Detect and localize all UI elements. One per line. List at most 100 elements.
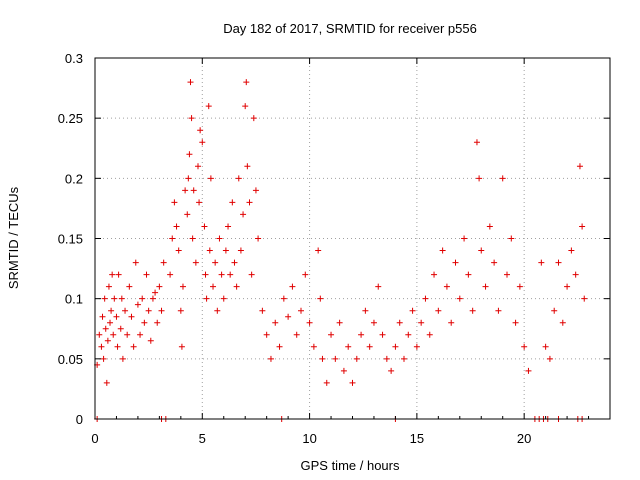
y-tick-label: 0.15 <box>58 232 83 247</box>
data-point <box>154 319 161 326</box>
data-point <box>538 259 545 266</box>
data-point <box>317 295 324 302</box>
data-point <box>113 313 120 320</box>
data-point <box>117 325 124 332</box>
data-point <box>202 271 209 278</box>
data-point <box>418 319 425 326</box>
data-point <box>119 355 126 362</box>
data-point <box>126 283 133 290</box>
data-point <box>108 307 115 314</box>
x-tick-label: 0 <box>91 431 98 446</box>
data-point <box>248 271 255 278</box>
data-point <box>332 355 339 362</box>
data-point <box>179 283 186 290</box>
data-point <box>409 307 416 314</box>
data-point <box>491 259 498 266</box>
x-axis-label: GPS time / hours <box>301 458 400 473</box>
data-point <box>169 235 176 242</box>
data-point <box>388 367 395 374</box>
data-point <box>188 115 195 122</box>
data-point <box>315 247 322 254</box>
data-point <box>184 211 191 218</box>
data-point <box>345 343 352 350</box>
data-point <box>323 379 330 386</box>
data-point <box>486 223 493 230</box>
data-point <box>435 307 442 314</box>
data-point <box>319 355 326 362</box>
y-tick-label: 0 <box>76 412 83 427</box>
data-point <box>199 139 206 146</box>
x-tick-label: 5 <box>199 431 206 446</box>
data-point <box>160 259 167 266</box>
data-point <box>482 283 489 290</box>
data-point <box>137 331 144 338</box>
data-point <box>461 235 468 242</box>
data-point <box>222 247 229 254</box>
data-point <box>293 331 300 338</box>
data-point <box>104 337 111 344</box>
data-point <box>581 295 588 302</box>
data-point <box>147 337 154 344</box>
data-point <box>132 259 139 266</box>
data-point <box>250 115 257 122</box>
data-point <box>555 259 562 266</box>
data-point <box>478 247 485 254</box>
data-point <box>130 343 137 350</box>
data-point <box>280 295 287 302</box>
x-tick-label: 20 <box>517 431 531 446</box>
data-point <box>422 295 429 302</box>
data-point <box>276 343 283 350</box>
data-point <box>118 295 125 302</box>
data-point <box>158 307 165 314</box>
data-point <box>190 187 197 194</box>
data-point <box>196 199 203 206</box>
data-point <box>375 283 382 290</box>
data-point <box>229 199 236 206</box>
data-point <box>439 247 446 254</box>
data-point <box>178 343 185 350</box>
data-point <box>272 319 279 326</box>
data-point <box>152 289 159 296</box>
data-point <box>212 259 219 266</box>
data-point <box>149 295 156 302</box>
data-point <box>259 307 266 314</box>
data-point <box>306 319 313 326</box>
y-tick-label: 0.1 <box>65 292 83 307</box>
data-point <box>244 163 251 170</box>
grid-layer <box>95 58 610 419</box>
data-point <box>175 247 182 254</box>
data-point <box>218 271 225 278</box>
data-point <box>452 259 459 266</box>
data-point <box>111 295 118 302</box>
data-point <box>220 295 227 302</box>
data-point <box>98 343 105 350</box>
data-point <box>109 271 116 278</box>
data-point <box>207 175 214 182</box>
data-point <box>124 331 131 338</box>
data-point <box>465 271 472 278</box>
data-point <box>521 343 528 350</box>
data-point <box>189 235 196 242</box>
data-point <box>141 319 148 326</box>
data-point <box>195 163 201 170</box>
data-point <box>225 223 232 230</box>
data-point <box>525 367 532 374</box>
data-point <box>469 307 476 314</box>
data-point <box>340 367 347 374</box>
data-point <box>456 295 463 302</box>
data-point <box>105 283 112 290</box>
axes-ticks: 0 0.05 0.1 0.15 0.2 0.25 0.3 0 5 10 15 20 <box>58 51 610 446</box>
data-point <box>203 295 210 302</box>
y-tick-label: 0.2 <box>65 171 83 186</box>
data-point <box>370 319 377 326</box>
data-point <box>576 163 583 170</box>
data-point <box>559 319 566 326</box>
data-point <box>516 283 523 290</box>
data-point <box>214 307 221 314</box>
data-point <box>551 307 558 314</box>
y-tick-label: 0.25 <box>58 111 83 126</box>
data-point <box>143 271 150 278</box>
data-point <box>192 259 199 266</box>
chart-title: Day 182 of 2017, SRMTID for receiver p55… <box>223 21 477 36</box>
y-tick-label: 0.3 <box>65 51 83 66</box>
